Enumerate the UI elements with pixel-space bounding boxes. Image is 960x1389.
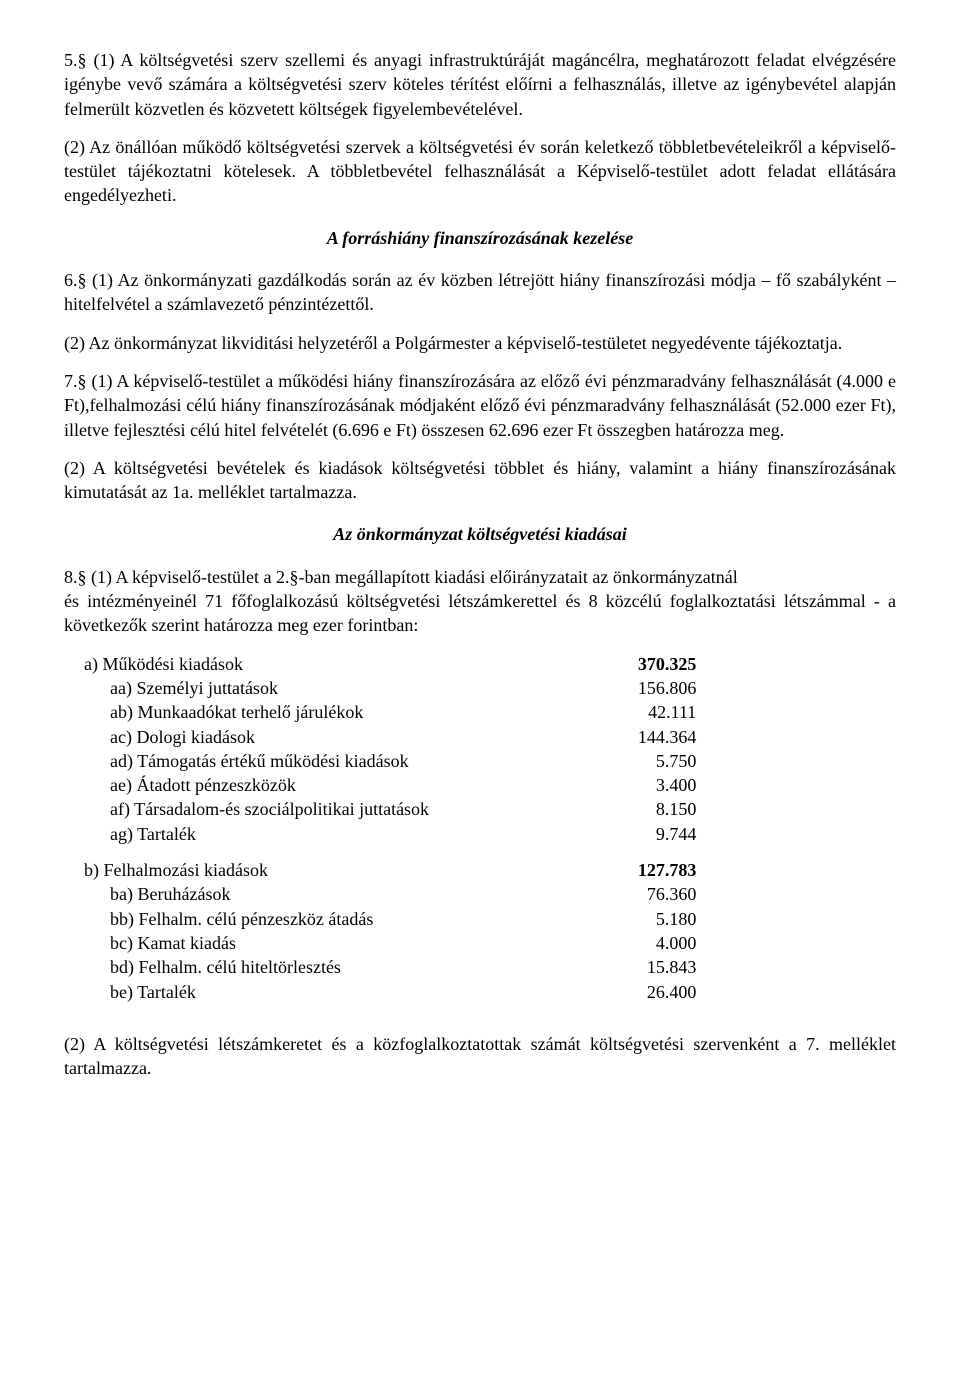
row-label: ab) Munkaadókat terhelő járulékok [64, 700, 586, 724]
section6-p1: 6.§ (1) Az önkormányzati gazdálkodás sor… [64, 268, 896, 317]
row-value: 26.400 [586, 980, 696, 1004]
row-value: 3.400 [586, 773, 696, 797]
row-label: ad) Támogatás értékű működési kiadások [64, 749, 586, 773]
row-label: ba) Beruházások [64, 882, 586, 906]
row-label: be) Tartalék [64, 980, 586, 1004]
row-value: 4.000 [586, 931, 696, 955]
section5-p2: (2) Az önállóan működő költségvetési sze… [64, 135, 896, 208]
row-value: 156.806 [586, 676, 696, 700]
section6-p2: (2) Az önkormányzat likviditási helyzeté… [64, 331, 896, 355]
block-b-head-label: b) Felhalmozási kiadások [64, 858, 586, 882]
block-a: a) Működési kiadások 370.325 aa) Személy… [64, 652, 696, 846]
row-value: 8.150 [586, 797, 696, 821]
row-value: 5.180 [586, 907, 696, 931]
row-label: ag) Tartalék [64, 822, 586, 846]
row-value: 76.360 [586, 882, 696, 906]
block-b-head-value: 127.783 [586, 858, 696, 882]
row-label: bc) Kamat kiadás [64, 931, 586, 955]
section5-p1: 5.§ (1) A költségvetési szerv szellemi é… [64, 48, 896, 121]
section8-sub: és intézményeinél 71 főfoglalkozású költ… [64, 589, 896, 638]
section7-p1: 7.§ (1) A képviselő-testület a működési … [64, 369, 896, 442]
row-label: ae) Átadott pénzeszközök [64, 773, 586, 797]
section7-p2: (2) A költségvetési bevételek és kiadáso… [64, 456, 896, 505]
row-label: ac) Dologi kiadások [64, 725, 586, 749]
row-value: 15.843 [586, 955, 696, 979]
block-b: b) Felhalmozási kiadások 127.783 ba) Ber… [64, 858, 696, 1004]
row-value: 144.364 [586, 725, 696, 749]
row-value: 42.111 [586, 700, 696, 724]
section8-intro: 8.§ (1) A képviselő-testület a 2.§-ban m… [64, 565, 896, 589]
row-label: af) Társadalom-és szociálpolitikai jutta… [64, 797, 586, 821]
row-label: bb) Felhalm. célú pénzeszköz átadás [64, 907, 586, 931]
heading-kiadasok: Az önkormányzat költségvetési kiadásai [64, 522, 896, 546]
row-value: 5.750 [586, 749, 696, 773]
block-a-head-label: a) Működési kiadások [64, 652, 586, 676]
row-label: aa) Személyi juttatások [64, 676, 586, 700]
row-value: 9.744 [586, 822, 696, 846]
block-a-head-value: 370.325 [586, 652, 696, 676]
footer-p: (2) A költségvetési létszámkeretet és a … [64, 1032, 896, 1081]
row-label: bd) Felhalm. célú hiteltörlesztés [64, 955, 586, 979]
heading-forrashiany: A forráshiány finanszírozásának kezelése [64, 226, 896, 250]
